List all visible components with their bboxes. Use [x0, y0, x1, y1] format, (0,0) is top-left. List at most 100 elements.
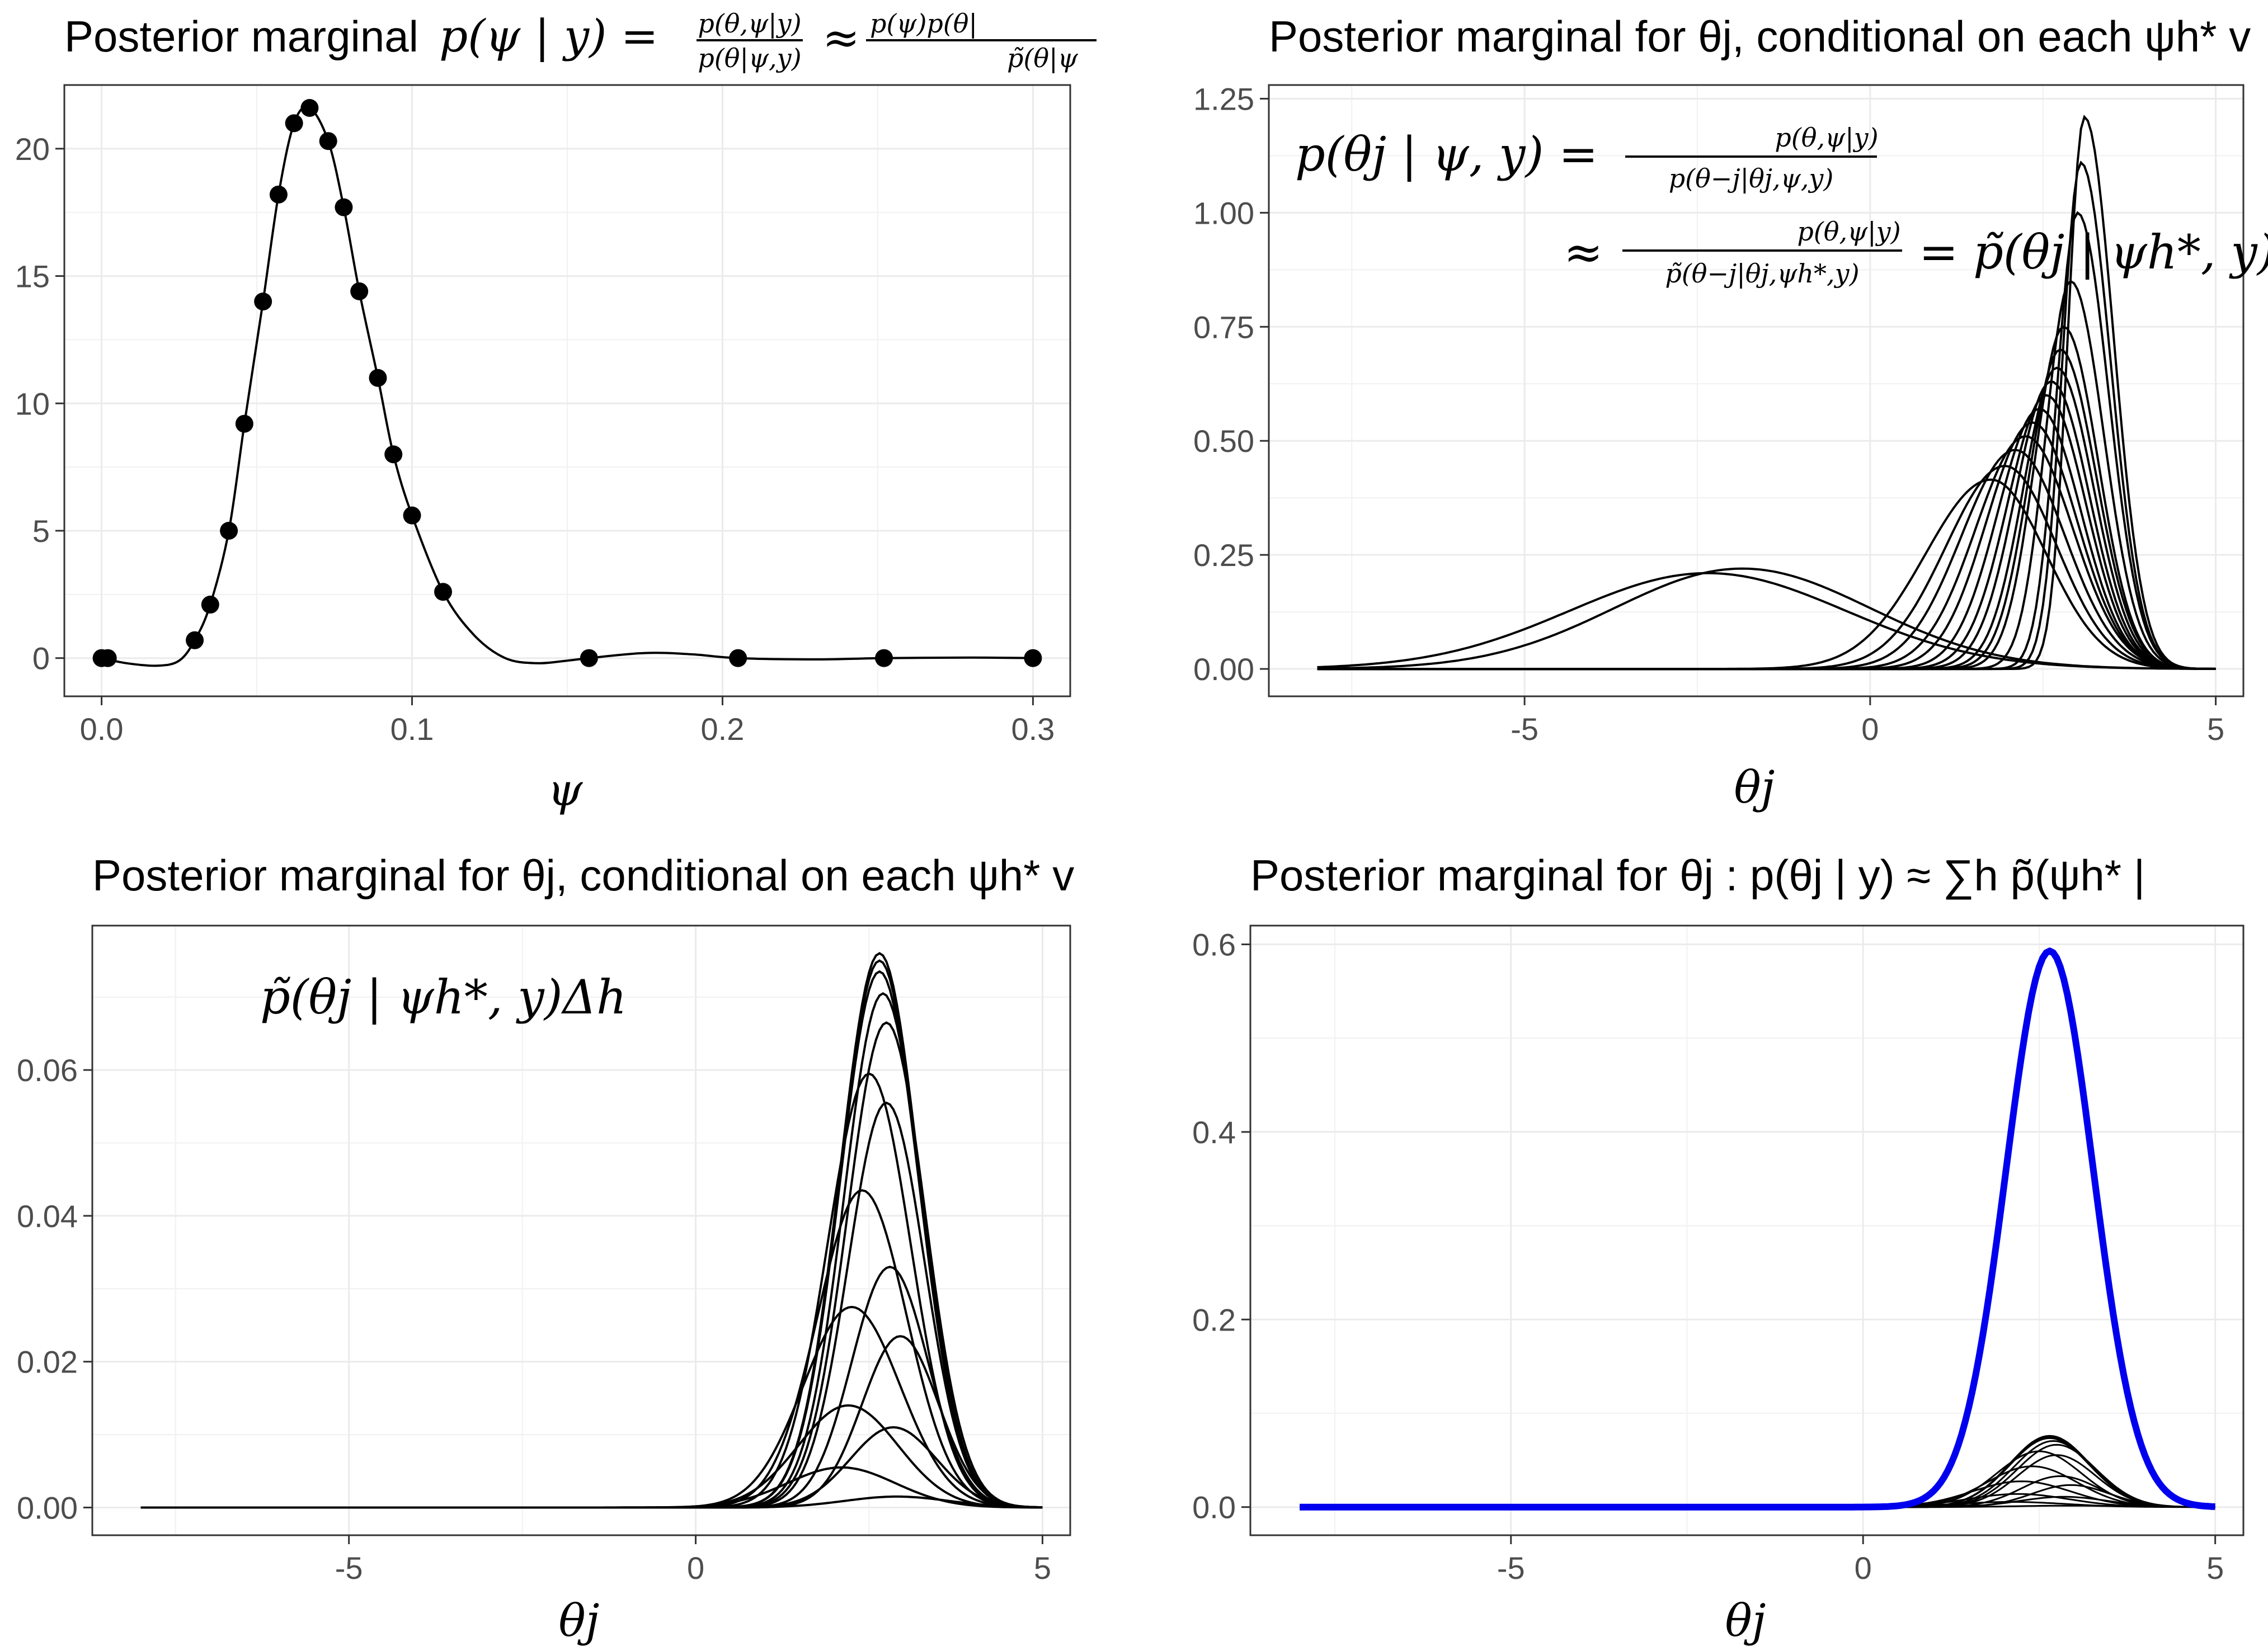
panel1-title-math: p(ψ | y) = — [439, 10, 658, 62]
x-tick-label: 0 — [687, 1550, 704, 1586]
grid-point — [350, 282, 369, 300]
panel-conditional-marginals: Posterior marginal for θj, conditional o… — [1193, 12, 2268, 813]
x-tick-label: 0.3 — [1011, 711, 1055, 747]
x-tick-label: 0.1 — [390, 711, 434, 747]
y-tick-label: 15 — [15, 259, 50, 294]
y-tick-label: 0.4 — [1192, 1115, 1236, 1150]
panel1-title-approx: ≈ — [822, 12, 860, 64]
grid-point — [201, 596, 219, 614]
grid-point — [1024, 649, 1042, 667]
panel2-annotation-line2-rhs: = p̃(θj | ψh*, y) — [1919, 225, 2268, 280]
panel-weighted-conditionals: Posterior marginal for θj, conditional o… — [17, 851, 1074, 1647]
x-tick-label: -5 — [1511, 711, 1538, 747]
y-tick-label: 20 — [15, 131, 50, 167]
panel3-title: Posterior marginal for θj, conditional o… — [92, 851, 1074, 900]
panel2-annotation-line1-num: p(θ,ψ|y) — [1775, 122, 1878, 153]
x-tick-label: 0 — [1861, 711, 1879, 747]
panel2-x-label: θj — [1734, 761, 1775, 813]
x-tick-label: 0.0 — [80, 711, 124, 747]
y-tick-label: 1.25 — [1193, 81, 1254, 116]
grid-point — [269, 185, 288, 204]
panel2-annotation-line2-approx: ≈ — [1564, 225, 1603, 280]
y-tick-label: 5 — [32, 513, 50, 549]
marginal-sum-line — [1300, 947, 2215, 1511]
panel-psi-marginal: Posterior marginal p(ψ | y) = p(θ,ψ|y) p… — [15, 8, 1097, 816]
panel3-x-label: θj — [559, 1595, 600, 1647]
panel4-x-axis: -5 0 5 — [1497, 1535, 2224, 1586]
panel1-title-frac2-num: p(ψ)p(θ| — [870, 8, 977, 39]
y-tick-label: 0.0 — [1192, 1490, 1236, 1525]
panel3-frame — [91, 924, 1071, 1536]
weighted-density-line — [140, 952, 1043, 1509]
panel2-annotation-line1-lhs: p(θj | ψ, y) = — [1295, 127, 1598, 182]
panel2-frame — [1268, 84, 2245, 697]
panel1-title-frac1-num: p(θ,ψ|y) — [698, 8, 801, 39]
grid-point — [254, 293, 272, 311]
y-tick-label: 0.50 — [1193, 423, 1254, 459]
grid-point — [875, 649, 893, 667]
grid-point — [220, 521, 238, 540]
panel2-annotation: p(θj | ψ, y) = p(θ,ψ|y) p(θ−j|θj,ψ,y) ≈ … — [1295, 122, 2268, 289]
panel-final-marginal: Posterior marginal for θj : p(θj | y) ≈ … — [1192, 851, 2245, 1647]
grid-point — [285, 114, 303, 133]
y-tick-label: 10 — [15, 386, 50, 421]
y-tick-label: 0.25 — [1193, 537, 1254, 573]
grid-point — [580, 649, 598, 667]
panel1-title-frac1-den: p(θ|ψ,y) — [698, 43, 801, 73]
y-tick-label: 0 — [32, 641, 50, 676]
panel4-y-axis: 0.0 0.2 0.4 0.6 — [1192, 927, 1250, 1525]
panel1-plot-area — [92, 98, 1042, 667]
grid-point — [434, 583, 453, 601]
panel4-x-label: θj — [1725, 1595, 1766, 1647]
panel2-y-axis: 0.00 0.25 0.50 0.75 1.00 1.25 — [1193, 81, 1269, 687]
x-tick-label: 5 — [2206, 1550, 2224, 1586]
y-tick-label: 0.02 — [17, 1345, 78, 1380]
panel3-annotation: p̃(θj | ψh*, y)Δh — [260, 970, 627, 1025]
panel4-plot-area — [1300, 947, 2215, 1511]
grid-point — [300, 98, 319, 117]
panel4-grid — [1250, 926, 2243, 1535]
panel3-plot-area — [140, 952, 1043, 1509]
grid-point — [98, 649, 117, 667]
panel1-y-axis: 0 5 10 15 20 — [15, 131, 64, 676]
grid-point — [384, 445, 403, 464]
panel4-title: Posterior marginal for θj : p(θj | y) ≈ … — [1250, 851, 2145, 900]
x-tick-label: 5 — [2207, 711, 2224, 747]
y-tick-label: 0.75 — [1193, 309, 1254, 345]
y-tick-label: 0.06 — [17, 1053, 78, 1088]
x-tick-label: -5 — [1497, 1550, 1525, 1586]
panel2-annotation-line2-den: p̃(θ−j|θj,ψh*,y) — [1665, 258, 1859, 289]
panel1-x-label: ψ — [548, 764, 584, 816]
conditional-density-line — [1317, 115, 2216, 671]
panel4-frame — [1249, 924, 2245, 1536]
panel2-annotation-line2-num: p(θ,ψ|y) — [1797, 216, 1900, 247]
y-tick-label: 0.6 — [1192, 927, 1236, 963]
y-tick-label: 0.00 — [17, 1490, 78, 1525]
y-tick-label: 1.00 — [1193, 195, 1254, 230]
grid-point — [186, 631, 204, 649]
conditional-density-line — [1317, 567, 2216, 670]
panel3-y-axis: 0.00 0.02 0.04 0.06 — [17, 1053, 92, 1525]
y-tick-label: 0.00 — [1193, 652, 1254, 687]
grid-point — [403, 506, 421, 525]
panel3-x-axis: -5 0 5 — [335, 1535, 1051, 1586]
grid-point — [729, 649, 747, 667]
panel1-title-frac2-den: p̃(θ|ψ — [1007, 43, 1079, 73]
grid-point — [235, 414, 253, 433]
panel2-plot-area — [1317, 115, 2216, 671]
y-tick-label: 0.04 — [17, 1199, 78, 1234]
panel1-title-text: Posterior marginal — [64, 12, 418, 61]
x-tick-label: 5 — [1034, 1550, 1051, 1586]
x-tick-label: 0 — [1855, 1550, 1872, 1586]
panel2-x-axis: -5 0 5 — [1511, 696, 2224, 747]
grid-point — [369, 369, 387, 387]
x-tick-label: -5 — [335, 1550, 363, 1586]
panel2-title: Posterior marginal for θj, conditional o… — [1269, 12, 2251, 61]
panel1-x-axis: 0.0 0.1 0.2 0.3 — [80, 696, 1055, 747]
x-tick-label: 0.2 — [701, 711, 745, 747]
panel1-frame — [63, 84, 1071, 697]
grid-point — [319, 132, 337, 150]
panel2-annotation-line1-den: p(θ−j|θj,ψ,y) — [1669, 163, 1834, 194]
grid-point — [335, 198, 353, 216]
